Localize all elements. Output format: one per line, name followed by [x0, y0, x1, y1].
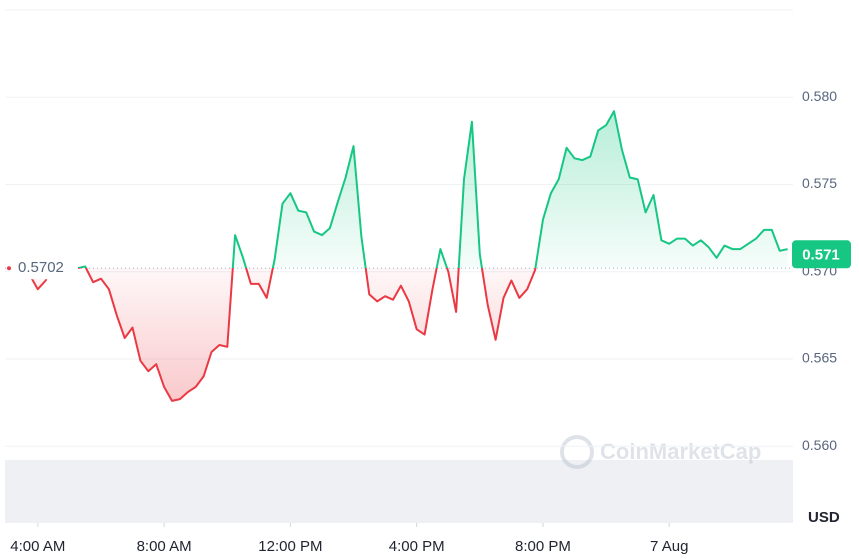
- watermark-logo: [560, 435, 594, 469]
- x-tick-label: 4:00 AM: [10, 538, 65, 555]
- x-tick-label: 12:00 PM: [258, 538, 322, 555]
- x-tick-label: 8:00 PM: [515, 538, 571, 555]
- watermark: CoinMarketCap: [560, 435, 761, 469]
- price-line: [13, 110, 788, 402]
- x-tick-label: 7 Aug: [650, 538, 688, 555]
- price-area: [14, 111, 788, 401]
- watermark-text: CoinMarketCap: [600, 439, 761, 464]
- price-tag-label: 0.571: [802, 246, 840, 263]
- currency-label: USD: [808, 509, 840, 526]
- y-tick-label: 0.560: [802, 437, 837, 453]
- y-tick-label: 0.580: [802, 88, 837, 104]
- y-tick-label: 0.575: [802, 175, 837, 191]
- x-tick-label: 8:00 AM: [137, 538, 192, 555]
- y-tick-label: 0.565: [802, 350, 837, 366]
- price-tag: [792, 240, 851, 269]
- volume-band: [5, 460, 793, 523]
- baseline-dot: [7, 266, 11, 271]
- x-tick-label: 4:00 PM: [389, 538, 445, 555]
- baseline-label-bg: [10, 257, 78, 280]
- baseline-label: 0.5702: [18, 259, 64, 276]
